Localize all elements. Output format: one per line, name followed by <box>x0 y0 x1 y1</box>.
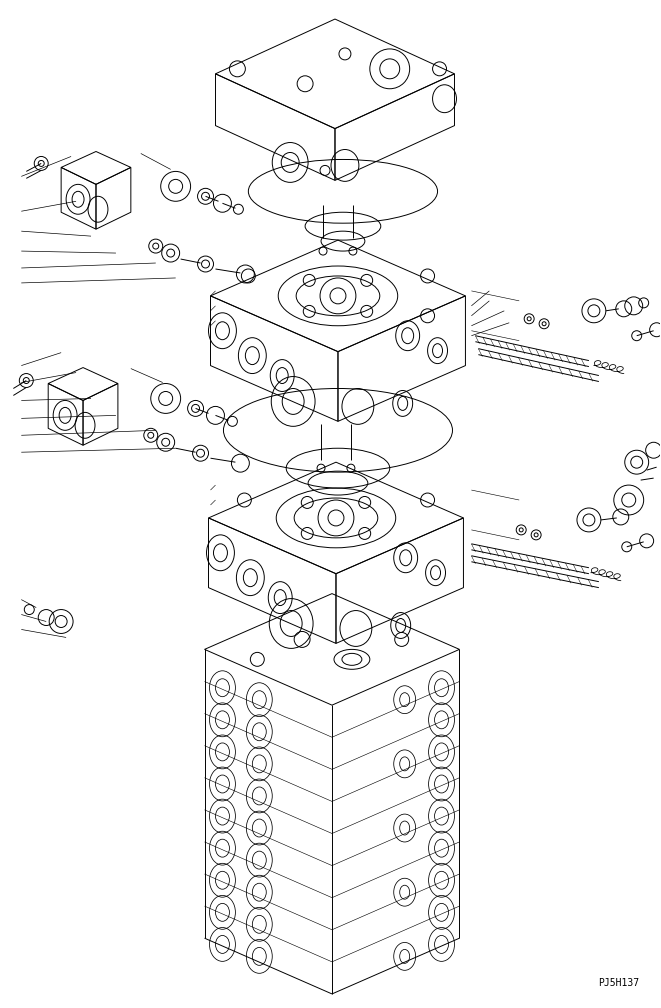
Text: PJ5H137: PJ5H137 <box>599 978 640 988</box>
